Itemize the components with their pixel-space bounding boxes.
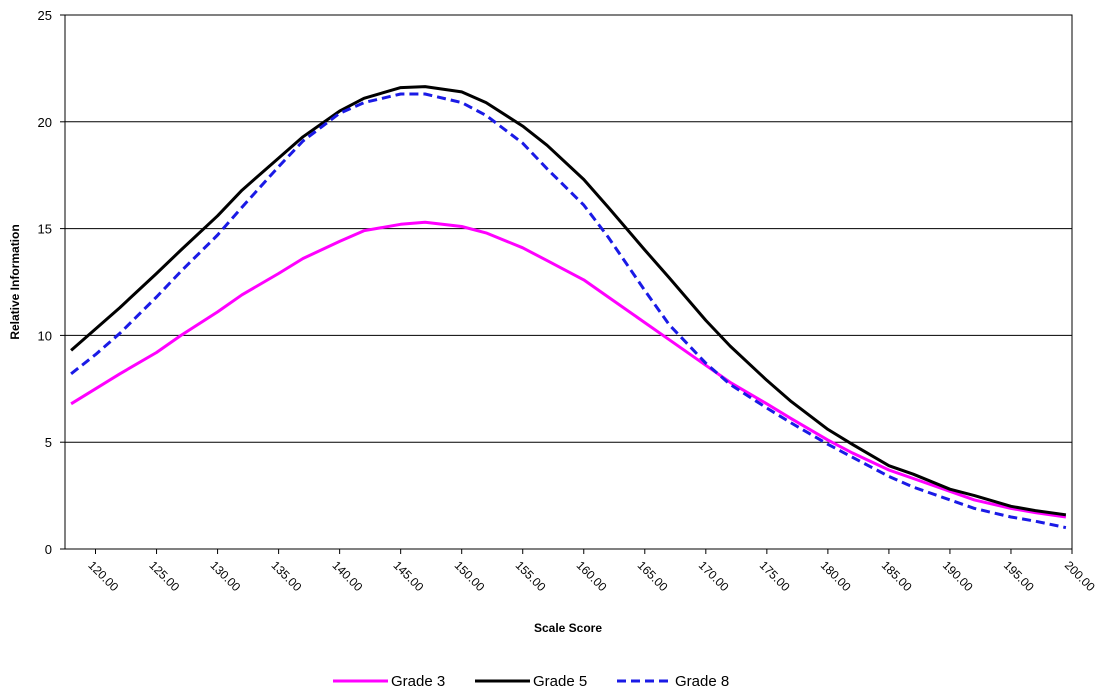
y-axis-ticks: 0 5 10 15 20 25: [38, 8, 65, 557]
legend-label: Grade 8: [675, 673, 729, 690]
plot-area: [64, 14, 1073, 550]
y-tick-label: 0: [45, 542, 52, 557]
x-tick-label: 155.00: [513, 558, 549, 594]
x-tick-label: 140.00: [330, 558, 366, 594]
x-tick-label: 185.00: [879, 558, 915, 594]
x-tick-label: 135.00: [268, 558, 304, 594]
x-tick-label: 190.00: [940, 558, 976, 594]
y-tick-label: 25: [38, 8, 52, 23]
x-tick-label: 195.00: [1001, 558, 1037, 594]
x-tick-label: 125.00: [146, 558, 182, 594]
y-axis-title: Relative Information: [8, 224, 22, 339]
gridlines: [65, 121, 1072, 443]
x-tick-label: 160.00: [574, 558, 610, 594]
x-tick-label: 150.00: [452, 558, 488, 594]
series-lines: [70, 85, 1067, 530]
series-line-grade-8: [70, 92, 1067, 530]
legend-label: Grade 5: [533, 673, 587, 690]
x-tick-label: 165.00: [635, 558, 671, 594]
y-tick-label: 5: [45, 435, 52, 450]
x-tick-label: 180.00: [818, 558, 854, 594]
x-tick-label: 145.00: [391, 558, 427, 594]
legend: Grade 3 Grade 5 Grade 8: [333, 673, 729, 690]
y-tick-label: 15: [38, 222, 52, 237]
x-axis-title: Scale Score: [534, 621, 602, 635]
x-tick-label: 175.00: [757, 558, 793, 594]
series-line-grade-5: [70, 85, 1067, 517]
x-tick-label: 170.00: [696, 558, 732, 594]
x-tick-label: 200.00: [1062, 558, 1098, 594]
legend-label: Grade 3: [391, 673, 445, 690]
y-tick-label: 10: [38, 328, 52, 343]
x-tick-label: 130.00: [207, 558, 243, 594]
y-tick-label: 20: [38, 115, 52, 130]
x-tick-label: 120.00: [85, 558, 121, 594]
series-line-grade-3: [70, 220, 1067, 519]
x-axis-ticks: 120.00 125.00 130.00 135.00 140.00 145.00 150.…: [85, 549, 1098, 594]
